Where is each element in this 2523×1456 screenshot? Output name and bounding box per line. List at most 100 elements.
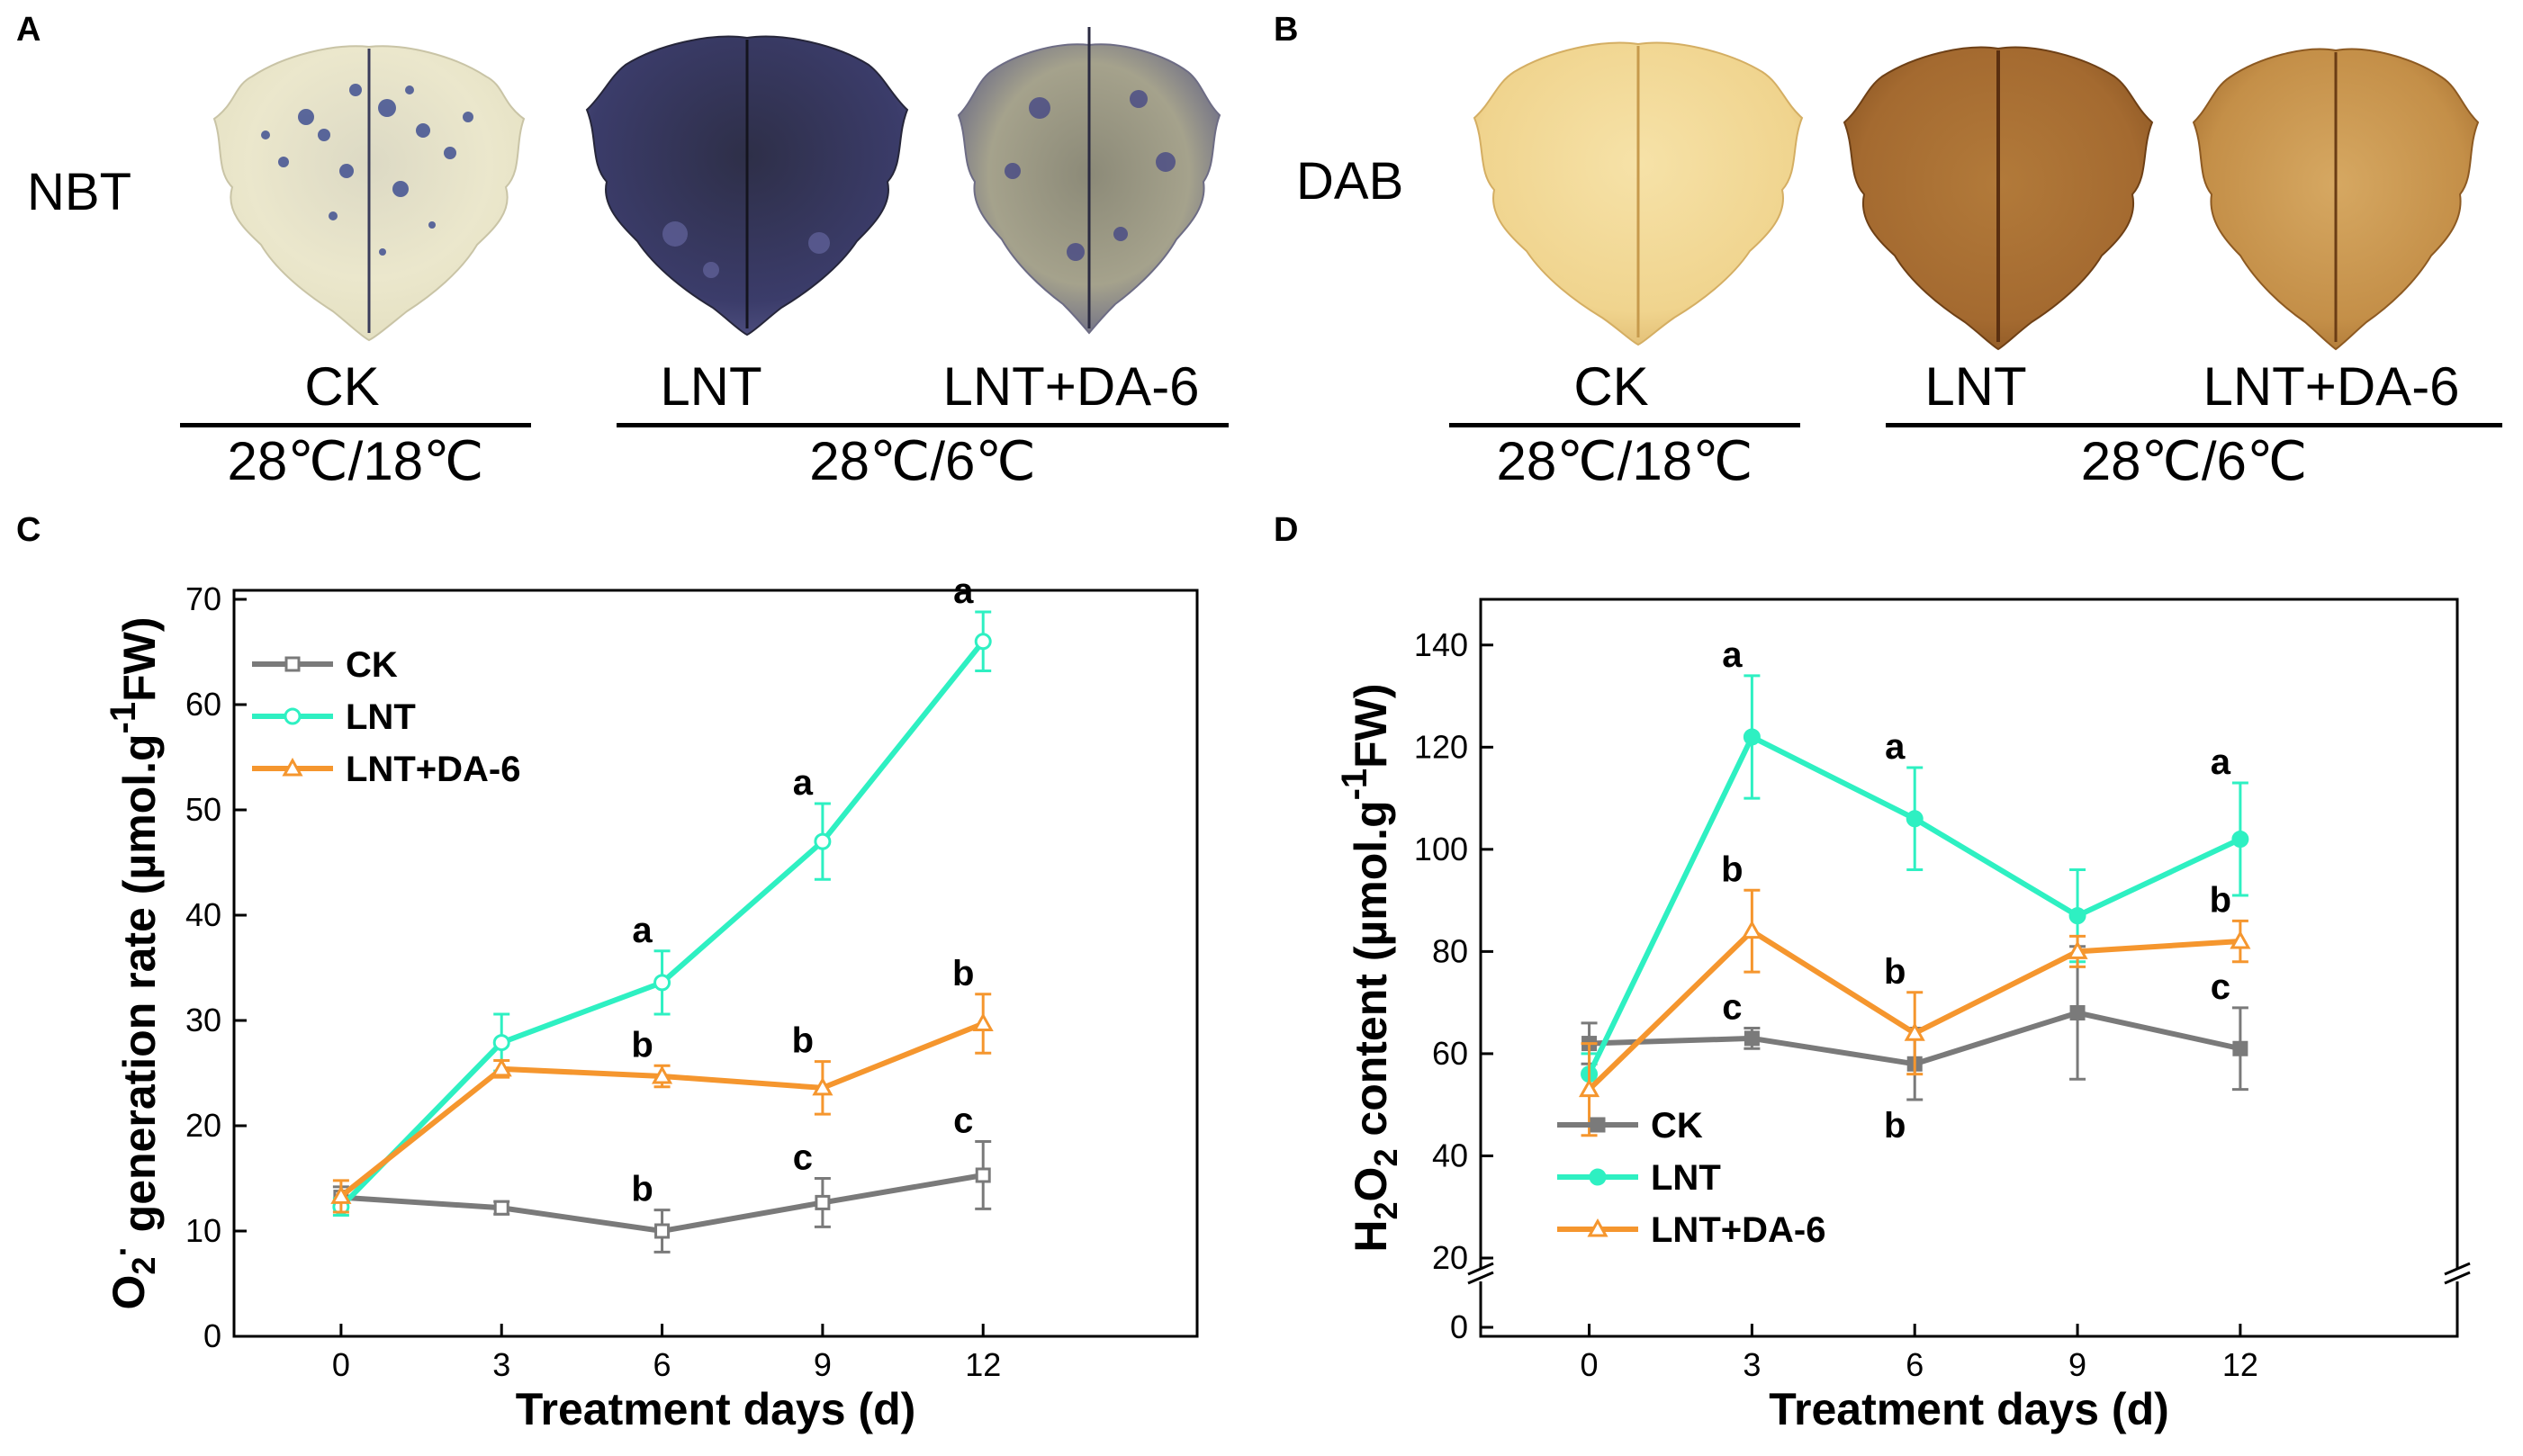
data-point xyxy=(491,1057,512,1077)
significance-label: a xyxy=(953,571,974,611)
y-axis-label-part: FW) xyxy=(1346,683,1396,768)
x-tick-label: 3 xyxy=(492,1346,510,1383)
leaf-nbt-lnt xyxy=(585,35,909,337)
data-point xyxy=(2231,830,2249,848)
x-tick-label: 6 xyxy=(653,1346,671,1383)
rule-a-ck xyxy=(180,423,531,427)
leaf-dab-ck xyxy=(1473,41,1804,346)
x-tick-label: 12 xyxy=(965,1346,1001,1383)
sig-labels-lnt_da6: b b b xyxy=(1721,849,2231,992)
legend-label: CK xyxy=(346,645,398,685)
sig-labels-ck: b c c xyxy=(631,1101,973,1209)
chart-hydrogen-peroxide: 0 20 40 60 80 100 120 140 0 3 6 9 12 Treatment days (… xyxy=(1335,598,2471,1434)
y-axis-label-part: -1 xyxy=(1335,768,1374,801)
data-point xyxy=(972,1012,994,1032)
y-tick-label: 0 xyxy=(203,1317,221,1354)
data-point xyxy=(975,1167,991,1183)
significance-label: b xyxy=(631,1025,653,1065)
y-tick-label: 60 xyxy=(185,686,221,723)
data-point xyxy=(974,633,992,651)
x-axis-label: Treatment days (d) xyxy=(1769,1384,2169,1434)
series-lnt_da6 xyxy=(330,993,994,1214)
axes-frame xyxy=(232,589,1199,1338)
rule-b-cold xyxy=(1886,423,2502,427)
significance-label: c xyxy=(793,1138,813,1178)
data-point xyxy=(651,1065,673,1084)
y-axis: 0 10 20 30 40 50 60 70 xyxy=(185,580,247,1354)
sig-labels-lnt: a a a xyxy=(632,571,974,950)
significance-label: a xyxy=(2211,742,2231,782)
rule-b-ck xyxy=(1449,423,1800,427)
caption-a-lnt: LNT xyxy=(660,356,762,417)
y-axis-label-part: O xyxy=(104,1275,154,1310)
y-axis-label-part: -1 xyxy=(104,702,143,734)
data-point xyxy=(2067,940,2088,959)
legend: CK LNT LNT+DA-6 xyxy=(1557,1106,1825,1250)
significance-label: a xyxy=(632,911,653,950)
legend-marker xyxy=(282,757,303,777)
y-axis-label-part: O xyxy=(1346,1167,1396,1202)
x-tick-label: 6 xyxy=(1906,1346,1924,1383)
y-tick-label: 60 xyxy=(1432,1035,1468,1072)
significance-label: c xyxy=(2211,967,2230,1007)
sig-labels-ck: c b c xyxy=(1722,967,2230,1146)
y-axis-label-part: H xyxy=(1346,1219,1396,1252)
y-tick-label: 20 xyxy=(185,1107,221,1144)
data-point xyxy=(1743,728,1761,746)
stain-label-dab: DAB xyxy=(1296,152,1404,211)
x-tick-label: 9 xyxy=(2068,1346,2086,1383)
stain-label-nbt: NBT xyxy=(27,163,131,221)
sig-labels-lnt: a a a xyxy=(1722,635,2231,782)
plot-border xyxy=(232,589,1199,1338)
sig-labels-lnt_da6: b b b xyxy=(631,954,974,1065)
data-point xyxy=(1578,1078,1600,1098)
y-tick-label: 20 xyxy=(1432,1239,1468,1276)
data-point xyxy=(815,1194,831,1210)
y-axis-label-part: content (µmol.g xyxy=(1346,800,1396,1148)
x-tick-label: 0 xyxy=(1581,1346,1599,1383)
condition-a-cold: 28℃/6℃ xyxy=(809,431,1036,491)
axis-break-mark-right-2 xyxy=(2444,1271,2471,1285)
axes-frame xyxy=(1467,598,2471,1338)
significance-label: b xyxy=(792,1021,814,1061)
y-tick-label: 80 xyxy=(1432,932,1468,969)
legend-marker xyxy=(1587,1218,1608,1237)
y-axis-label-part: · xyxy=(104,1245,143,1256)
data-point xyxy=(1904,1022,1925,1041)
y-tick-label: 50 xyxy=(185,791,221,828)
significance-label: b xyxy=(952,954,974,993)
significance-label: a xyxy=(793,763,814,803)
panel-letter-c: C xyxy=(16,511,41,549)
y-tick-label: 10 xyxy=(185,1212,221,1249)
x-axis-label: Treatment days (d) xyxy=(516,1384,916,1434)
data-point xyxy=(493,1200,509,1216)
significance-label: a xyxy=(1722,635,1743,675)
data-point xyxy=(492,1034,510,1052)
significance-label: b xyxy=(1884,952,1906,992)
caption-b-lnt: LNT xyxy=(1924,356,2027,417)
leaf-nbt-lnt-da6 xyxy=(957,27,1221,335)
significance-label: c xyxy=(953,1101,973,1141)
y-tick-label: 40 xyxy=(1432,1137,1468,1173)
y-axis-label-part: 2 xyxy=(1367,1149,1404,1167)
significance-label: b xyxy=(2210,880,2231,920)
y-axis-label-part: 2 xyxy=(1367,1201,1404,1219)
panel-letter-b: B xyxy=(1274,11,1299,49)
y-tick-label: 120 xyxy=(1414,728,1468,765)
chart-superoxide: 0 10 20 30 40 50 60 70 0 3 6 9 12 Treatment days (d) O… xyxy=(104,571,1199,1434)
series-ck xyxy=(332,1140,992,1254)
y-tick-label: 140 xyxy=(1414,626,1468,663)
x-tick-label: 0 xyxy=(332,1346,350,1383)
x-axis: 0 3 6 9 12 xyxy=(1581,1324,2258,1383)
data-point xyxy=(1741,920,1762,939)
data-point xyxy=(654,1223,671,1239)
panel-letter-d: D xyxy=(1274,511,1299,549)
axis-break-mark-left-2 xyxy=(1467,1271,1494,1285)
caption-b-lnt-da6: LNT+DA-6 xyxy=(2203,356,2460,417)
leaf-dab-lnt-da6 xyxy=(2192,48,2480,351)
y-tick-label: 40 xyxy=(185,896,221,933)
significance-label: b xyxy=(631,1170,653,1209)
y-axis-label: O2· generation rate (µmol.g-1FW) xyxy=(104,616,165,1309)
rule-a-cold xyxy=(617,423,1229,427)
legend: CK LNT LNT+DA-6 xyxy=(252,645,520,789)
